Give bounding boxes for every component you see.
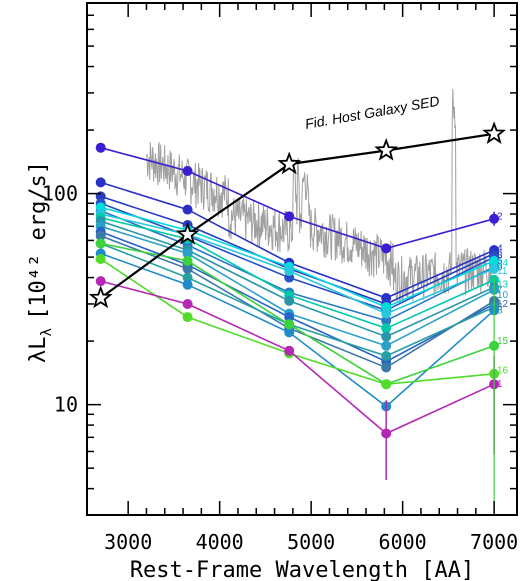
series-8-point xyxy=(381,351,392,361)
series-label-11: 11 xyxy=(497,266,508,277)
series-17 xyxy=(95,248,500,412)
series-label-13: 13 xyxy=(497,280,509,291)
host-sed-star xyxy=(374,137,399,161)
series-label-5: 5 xyxy=(497,256,503,267)
y-axis-label-main: λL xyxy=(26,336,51,363)
series-16-point xyxy=(182,312,193,323)
ticks-layer: 3000 4000 5000 6000 7000 10 100 xyxy=(42,2,518,554)
series-2-point xyxy=(381,243,392,254)
host-spectrum xyxy=(146,88,495,305)
series-4-point xyxy=(95,177,106,188)
series-8-point xyxy=(182,272,193,283)
series-label-14: 14 xyxy=(497,258,509,269)
series-1-point xyxy=(95,276,106,287)
series-label-3: 3 xyxy=(497,250,503,261)
series-label-7: 7 xyxy=(497,285,503,296)
series-9-point xyxy=(381,315,392,326)
x-tick-label: 7000 xyxy=(470,530,518,554)
series-7-point xyxy=(284,295,295,306)
series-1-point xyxy=(284,345,295,356)
series-17-point xyxy=(284,327,295,338)
series-label-9: 9 xyxy=(497,262,503,273)
series-4-point xyxy=(182,204,193,215)
plot-frame xyxy=(86,2,518,516)
series-6-point xyxy=(381,362,392,373)
series-2-point xyxy=(95,142,106,153)
series-label-1: 1 xyxy=(497,379,503,390)
y-tick-label: 100 xyxy=(42,182,78,206)
series-17-point xyxy=(182,279,193,290)
x-tick-label: 3000 xyxy=(104,530,152,554)
series-11-point xyxy=(284,266,295,276)
series-label-2: 2 xyxy=(497,211,503,222)
host-sed-star xyxy=(175,221,200,245)
series-6-point xyxy=(95,230,106,241)
svg-text:λLλ[10⁴² erg/s]: λLλ [10⁴² erg/s] xyxy=(26,161,55,363)
series-7-point xyxy=(381,331,392,342)
x-tick-label: 6000 xyxy=(379,530,427,554)
series-label-4: 4 xyxy=(497,243,503,254)
host-sed-star xyxy=(482,121,507,144)
series-2-point xyxy=(284,211,295,222)
host-sed-layer xyxy=(88,121,507,309)
series-11-point xyxy=(489,263,500,274)
series-label-8: 8 xyxy=(497,305,503,316)
series-2-point xyxy=(489,213,500,224)
x-tick-label: 4000 xyxy=(196,530,244,554)
host-sed-star xyxy=(277,151,302,175)
host-sed-star xyxy=(88,285,113,309)
series-2 xyxy=(95,142,500,254)
x-axis-label: Rest-Frame Wavelength [AA] xyxy=(130,558,474,581)
series-1-point xyxy=(182,299,193,309)
series-15-point xyxy=(95,238,106,249)
y-axis-label-sub: λ xyxy=(39,328,55,336)
y-axis-label: λLλ [10⁴² erg/s] xyxy=(26,161,55,363)
series-6-point xyxy=(182,263,193,274)
series-10-point xyxy=(182,248,193,259)
series-label-16: 16 xyxy=(497,366,509,377)
x-tick-label: 5000 xyxy=(287,530,335,554)
y-axis-label-units: [10⁴² erg/s] xyxy=(26,161,51,320)
host-spectrum-line xyxy=(146,88,495,305)
series-label-6: 6 xyxy=(497,302,503,313)
series-13-point xyxy=(381,323,392,334)
series-label-15: 15 xyxy=(497,336,509,347)
series-16-point xyxy=(95,254,106,264)
series-10-point xyxy=(381,340,392,351)
series-label-12: 12 xyxy=(497,299,509,310)
series-11-point xyxy=(381,308,392,319)
series-15-point xyxy=(182,255,193,266)
series-12-point xyxy=(284,312,295,323)
series-15-point xyxy=(284,319,295,330)
series-2-point xyxy=(182,166,193,176)
series-label-10: 10 xyxy=(497,290,509,301)
series-16-point xyxy=(381,379,392,390)
y-tick-label: 10 xyxy=(54,393,78,417)
series-14-point xyxy=(489,255,500,266)
